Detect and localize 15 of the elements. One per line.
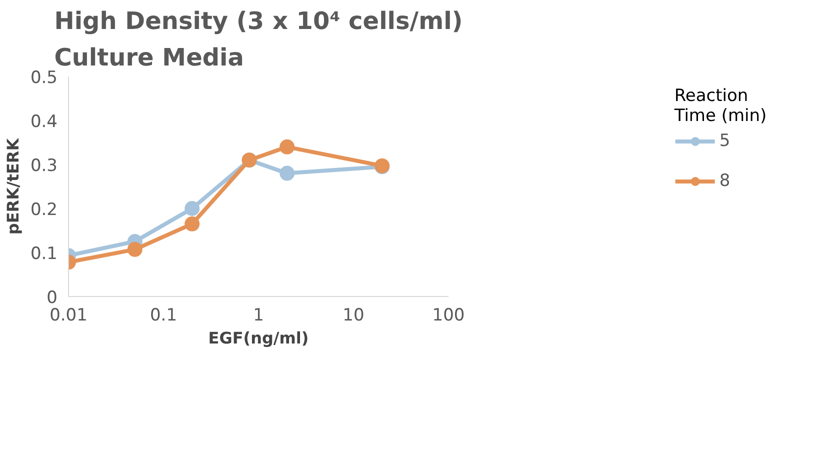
x-axis-title: EGF(ng/ml) [208, 328, 309, 348]
y-tick-label: 0 [46, 288, 58, 308]
x-tick-label: 1 [253, 306, 264, 326]
x-tick-label: 0.01 [50, 306, 88, 326]
x-tick-label: 100 [432, 306, 465, 326]
x-tick-label: 0.1 [150, 306, 178, 326]
x-tick-label: 10 [342, 306, 364, 326]
legend-label: 5 [719, 131, 732, 151]
y-axis-title: pERK/tERK [3, 138, 22, 235]
y-tick-label: 0.2 [30, 200, 58, 220]
y-tick-label: 0.3 [30, 156, 58, 176]
legend-title: Reaction Time (min) [674, 86, 767, 126]
legend-label: 8 [719, 171, 732, 191]
y-tick-label: 0.1 [30, 244, 58, 264]
y-tick-label: 0.4 [30, 112, 58, 132]
